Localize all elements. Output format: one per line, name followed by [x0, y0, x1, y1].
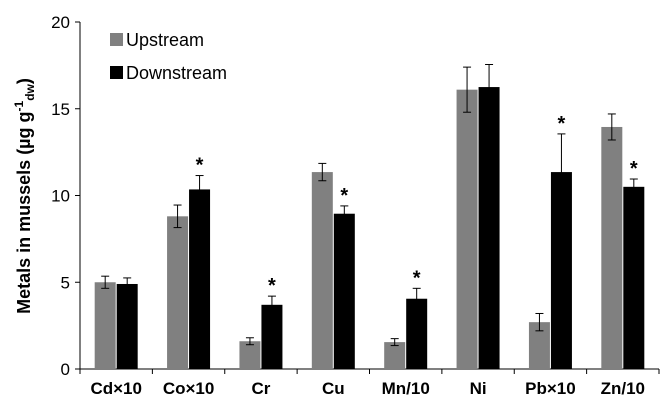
legend-swatch [110, 66, 123, 79]
x-category-label: Cd×10 [90, 379, 142, 398]
bar-upstream [601, 126, 623, 369]
bar-group: * [601, 113, 645, 369]
legend-label: Upstream [126, 30, 204, 50]
y-axis-title-main: Metals in mussels (µg g [14, 111, 34, 313]
significance-marker: * [630, 158, 638, 180]
y-tick-label: 20 [51, 13, 70, 32]
significance-marker: * [196, 155, 204, 177]
bar-upstream [94, 282, 116, 369]
x-category-label: Co×10 [163, 379, 215, 398]
bar-group [456, 64, 500, 369]
bar-upstream [311, 172, 333, 369]
bar-group: * [167, 155, 211, 369]
bar-group [94, 275, 138, 369]
significance-marker: * [340, 185, 348, 207]
bar-downstream [623, 186, 645, 369]
y-axis-title-close: ) [14, 78, 34, 84]
y-tick-label: 5 [61, 273, 70, 292]
bar-downstream [550, 172, 572, 369]
bar-upstream [167, 216, 189, 369]
y-tick-label: 15 [51, 100, 70, 119]
bar-group: * [311, 162, 355, 369]
y-axis-title: Metals in mussels (µg g-1dw) [12, 78, 37, 314]
bar-group: * [384, 267, 428, 369]
x-category-label: Cu [322, 379, 345, 398]
significance-marker: * [268, 275, 276, 297]
y-axis-title-group: Metals in mussels (µg g-1dw) [12, 78, 37, 314]
x-category-label: Pb×10 [525, 379, 576, 398]
plot-area: 0 5 10 15 20 Cd×10 * Co×10 * Cr * Cu * Mn/10 Ni * Pb×10 *… [51, 13, 660, 398]
legend-label: Downstream [126, 63, 227, 83]
bar-downstream [261, 304, 283, 369]
legend-swatch [110, 33, 123, 46]
bar-upstream [528, 322, 550, 369]
bar-downstream [189, 189, 211, 369]
significance-marker: * [558, 113, 566, 135]
bar-downstream [333, 213, 355, 369]
y-tick-label: 10 [51, 187, 70, 206]
x-category-label: Zn/10 [601, 379, 645, 398]
bar-group: * [239, 275, 283, 369]
bar-group: * [528, 113, 572, 369]
legend: Upstream Downstream [110, 30, 227, 83]
x-category-label: Ni [470, 379, 487, 398]
bar-upstream [239, 341, 261, 369]
y-tick-label: 0 [61, 360, 70, 379]
x-category-label: Cr [251, 379, 270, 398]
x-category-label: Mn/10 [382, 379, 430, 398]
y-axis-title-subscript: dw [23, 83, 37, 100]
bar-downstream [406, 298, 428, 369]
bar-downstream [478, 87, 500, 369]
bar-upstream [384, 342, 406, 369]
bar-upstream [456, 89, 478, 369]
bar-downstream [116, 283, 138, 369]
y-axis-title-superscript: -1 [12, 100, 26, 111]
significance-marker: * [413, 267, 421, 289]
